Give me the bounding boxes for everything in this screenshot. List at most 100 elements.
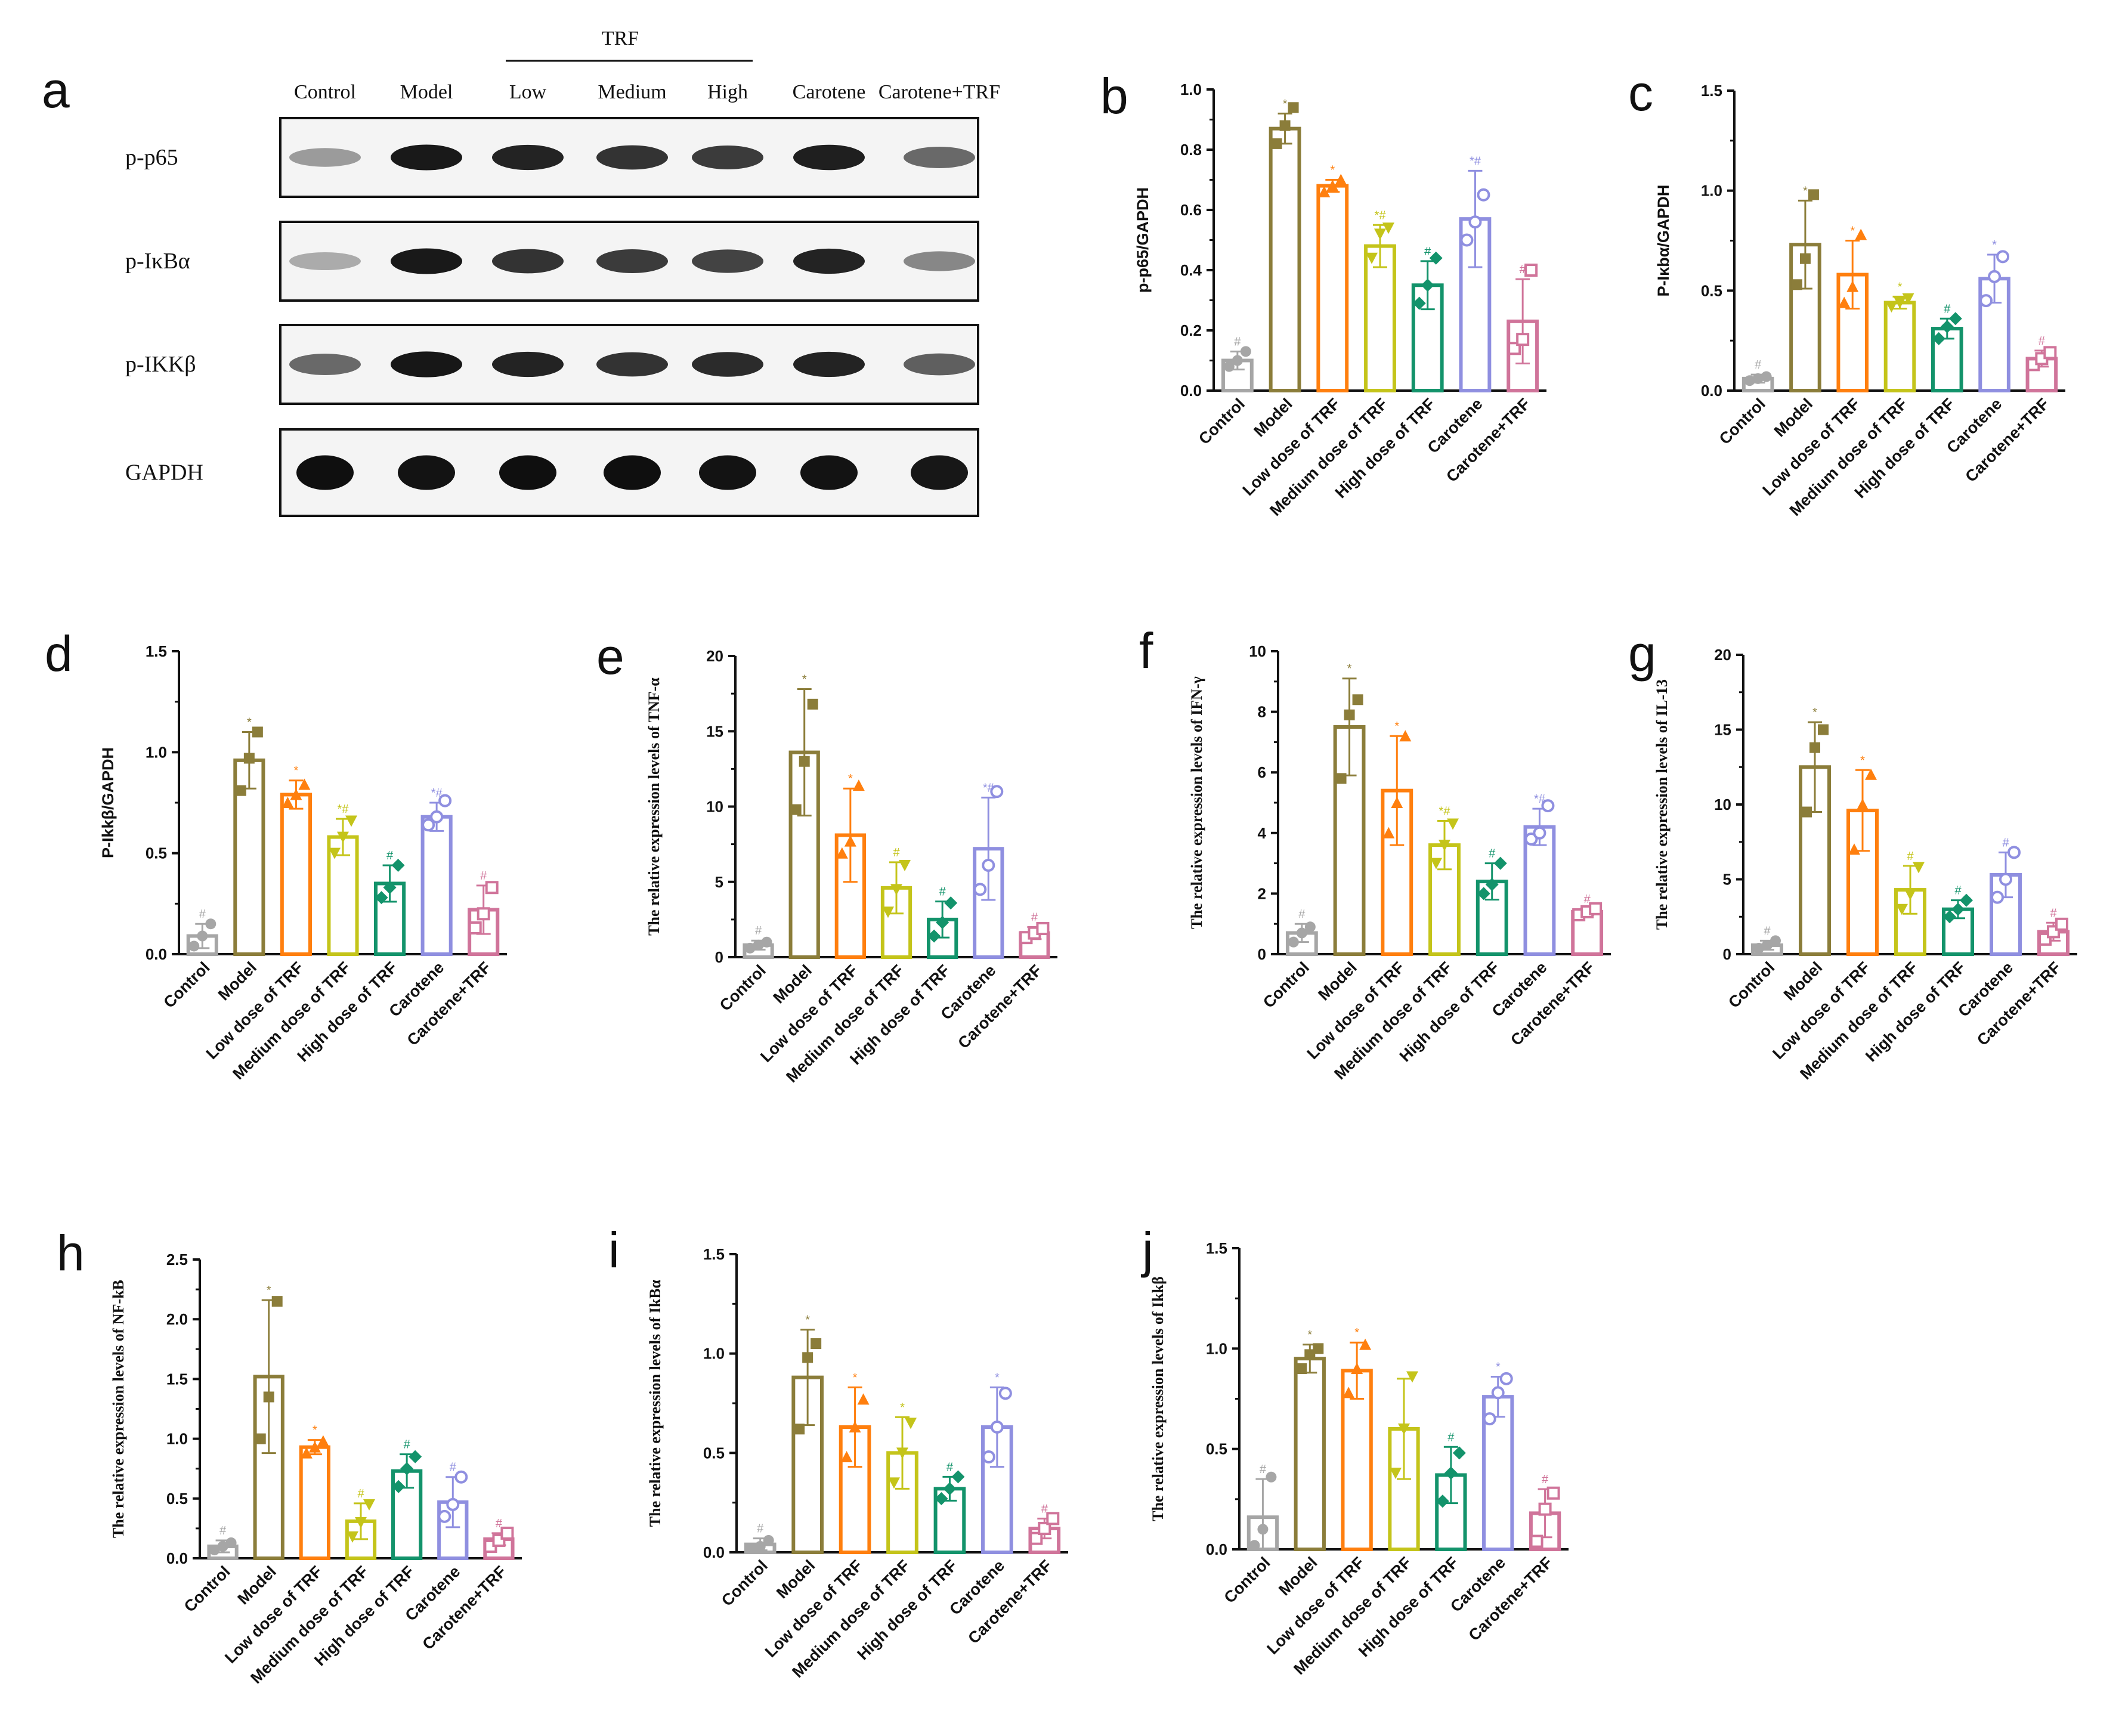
data-point-medium-dose-of-trf	[1439, 840, 1450, 852]
y-axis-label-f: The relative expression levels of IFN-γ	[1188, 676, 1205, 929]
significance-mark-carotene-trf: #	[1031, 911, 1038, 924]
data-point-control	[1223, 361, 1235, 372]
significance-mark-medium-dose-of-trf: *#	[1375, 209, 1387, 222]
data-point-control	[197, 930, 208, 942]
y-tick-label: 1.5	[146, 642, 167, 660]
data-point-model	[1799, 253, 1811, 264]
category-label-model: Model	[1780, 958, 1826, 1004]
blot-lane-label-model: Model	[400, 81, 453, 103]
chart-panel-b: b 0.0 0.2 0.4 0.6 0.8 1.0 p-p65/GAPDH # Control * M…	[1100, 68, 1546, 519]
y-tick-label: 0.4	[1180, 261, 1202, 279]
data-point-carotene-trf	[1516, 333, 1530, 346]
data-point-medium-dose-of-trf	[1913, 862, 1925, 874]
data-point-high-dose-of-trf	[1436, 1494, 1449, 1508]
data-point-high-dose-of-trf	[391, 858, 405, 872]
category-label-carotene-trf: Carotene+TRF	[964, 1556, 1055, 1647]
category-label-control: Control	[181, 1562, 234, 1616]
data-point-low-dose-of-trf	[1318, 185, 1331, 197]
y-tick-label: 0.6	[1180, 201, 1202, 219]
data-point-model	[1791, 279, 1802, 290]
data-point-medium-dose-of-trf	[882, 906, 894, 918]
category-label-model: Model	[773, 1556, 818, 1602]
data-point-model	[1801, 806, 1812, 818]
blot-band	[692, 145, 763, 170]
y-tick-label: 0.5	[1206, 1440, 1227, 1458]
data-point-control	[1249, 1540, 1260, 1551]
data-point-low-dose-of-trf	[1391, 797, 1403, 808]
data-point-carotene-trf	[2043, 346, 2057, 360]
significance-mark-carotene: *#	[431, 787, 443, 800]
data-point-carotene	[982, 858, 995, 872]
blot-lane-label-low: Low	[509, 81, 547, 103]
data-point-carotene	[430, 810, 444, 824]
data-point-model	[255, 1433, 266, 1444]
significance-mark-carotene-trf: #	[1041, 1502, 1048, 1515]
blot-band	[296, 455, 354, 490]
data-point-medium-dose-of-trf	[888, 1477, 900, 1489]
panel-label-c: c	[1628, 65, 1653, 121]
data-point-high-dose-of-trf	[1412, 296, 1426, 310]
significance-mark-medium-dose-of-trf: #	[357, 1487, 364, 1500]
blot-row-label-3: GAPDH	[125, 460, 203, 485]
data-point-medium-dose-of-trf	[347, 1531, 358, 1543]
data-point-control	[1257, 1524, 1269, 1535]
data-point-medium-dose-of-trf	[1366, 252, 1378, 264]
category-label-carotene-trf: Carotene+TRF	[404, 958, 494, 1049]
data-point-medium-dose-of-trf	[899, 859, 911, 871]
data-point-model	[1296, 1363, 1307, 1374]
data-point-model	[802, 1352, 813, 1363]
data-point-medium-dose-of-trf	[1398, 1424, 1410, 1435]
significance-mark-control: #	[1298, 908, 1306, 921]
data-point-model	[235, 785, 246, 796]
data-point-control	[188, 940, 200, 952]
data-point-control	[1304, 921, 1316, 933]
significance-mark-carotene: *#	[1534, 793, 1546, 806]
data-point-carotene	[982, 1450, 995, 1463]
y-tick-label: 10	[1714, 796, 1731, 813]
y-axis-label-d: P-Ikkβ/GAPDH	[99, 747, 117, 858]
panel-label-d: d	[45, 626, 73, 682]
y-tick-label: 1.0	[1206, 1339, 1227, 1357]
data-point-low-dose-of-trf	[840, 1451, 853, 1462]
data-point-medium-dose-of-trf	[1885, 301, 1898, 313]
category-label-control: Control	[160, 958, 213, 1011]
blot-band	[499, 455, 556, 490]
significance-mark-carotene-trf: #	[2039, 335, 2046, 348]
data-point-low-dose-of-trf	[1848, 843, 1860, 855]
blot-band	[904, 251, 975, 271]
data-point-control	[744, 942, 756, 954]
data-point-carotene	[422, 818, 435, 832]
blot-band	[391, 144, 462, 171]
blot-lane-label-control: Control	[294, 81, 356, 103]
blot-row-label-0: p-p65	[125, 145, 178, 170]
data-point-control	[1762, 939, 1773, 951]
data-point-carotene	[2007, 846, 2021, 859]
data-point-high-dose-of-trf	[1485, 878, 1499, 892]
significance-mark-low-dose-of-trf: *	[294, 765, 299, 778]
y-tick-label: 1.5	[166, 1370, 188, 1388]
data-point-carotene	[1491, 1386, 1505, 1400]
data-point-carotene-trf	[500, 1526, 514, 1540]
y-tick-label: 5	[715, 873, 723, 891]
y-tick-label: 0.5	[166, 1490, 188, 1508]
category-label-carotene-trf: Carotene+TRF	[1962, 395, 2052, 485]
significance-mark-low-dose-of-trf: *	[313, 1424, 317, 1437]
category-label-model: Model	[770, 961, 815, 1007]
category-label-model: Model	[1771, 395, 1816, 440]
significance-mark-carotene: *#	[983, 781, 995, 794]
data-point-carotene	[998, 1387, 1012, 1400]
significance-mark-high-dose-of-trf: #	[1424, 245, 1431, 258]
data-point-medium-dose-of-trf	[1902, 293, 1914, 305]
bar-carotene	[1523, 825, 1556, 957]
data-point-low-dose-of-trf	[1335, 174, 1347, 185]
data-point-carotene-trf	[1546, 1486, 1560, 1500]
data-point-low-dose-of-trf	[317, 1435, 329, 1447]
y-tick-label: 10	[1249, 642, 1266, 660]
data-point-carotene	[1499, 1372, 1513, 1385]
data-point-high-dose-of-trf	[1940, 320, 1954, 333]
data-point-high-dose-of-trf	[943, 1482, 957, 1496]
significance-mark-model: *	[1812, 706, 1817, 719]
data-point-control	[1761, 371, 1772, 382]
data-point-control	[761, 936, 772, 948]
data-point-medium-dose-of-trf	[1896, 903, 1908, 915]
